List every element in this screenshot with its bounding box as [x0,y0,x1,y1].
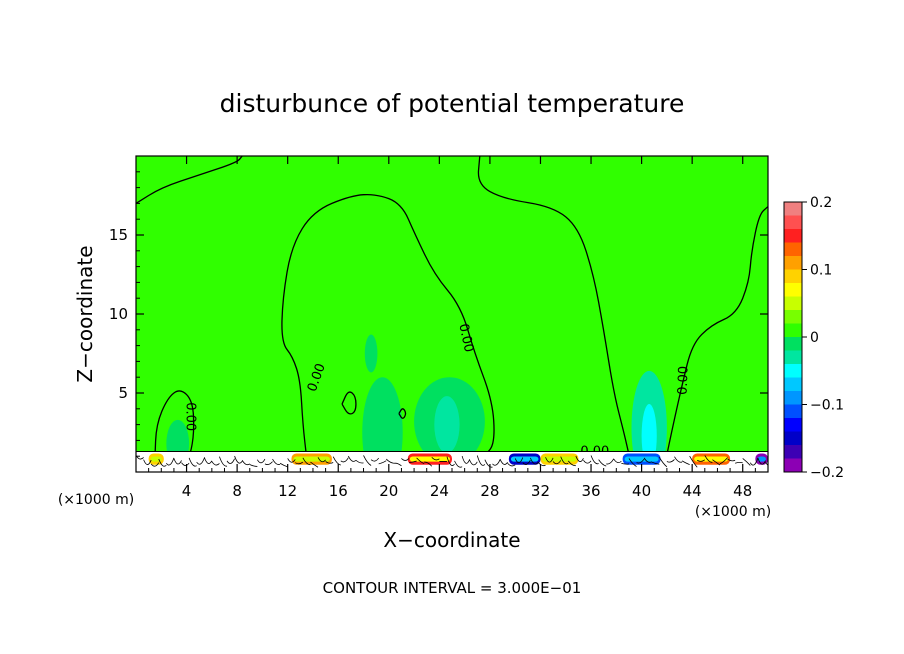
y-tick-label: 10 [109,305,128,323]
x-axis: 4 8 12 16 20 24 28 32 36 40 44 48 [148,156,756,500]
x-tick-label: 32 [531,482,550,500]
anomaly-region [511,372,519,389]
colorbar-segment [784,215,802,230]
x-tick-label: 12 [278,482,297,500]
surface-contours [136,455,768,468]
zero-contour-line [341,391,357,415]
zero-contour-line [154,390,195,459]
colorbar-segment [784,296,802,311]
x-axis-label: X−coordinate [383,528,520,552]
colorbar-tick-label: 0 [810,330,819,346]
zero-contour-line [398,408,407,419]
surface-anomaly-core [409,456,450,462]
x-tick-label: 4 [182,482,192,500]
colorbar-segment [784,391,802,405]
zero-contour-line [136,156,243,204]
colorbar-tick-label: 0.2 [810,195,832,211]
colorbar-tick-label: −0.2 [810,465,844,481]
colorbar-tick-label: −0.1 [810,398,844,414]
x-tick-label: 28 [480,482,499,500]
surface-anomaly-core [757,456,766,462]
colorbar-segment [784,283,802,297]
surface-anomaly-core [542,456,577,462]
x-tick-label: 44 [683,482,702,500]
surface-anomaly-core [694,456,729,462]
colorbar-segment [784,242,802,257]
surface-anomaly-core [624,456,659,462]
x-tick-label: 20 [379,482,398,500]
chart-title: disturbunce of potential temperature [220,89,685,118]
colorbar-segment [784,364,802,378]
colorbar-segment [784,350,802,365]
zero-contour-line [666,206,768,455]
y-tick-label: 5 [118,384,128,402]
contour-label: 0.00 [183,402,198,431]
y-axis: 5 10 15 [109,171,768,457]
y-tick-label: 15 [109,226,128,244]
surface-anomaly-core [293,456,330,462]
anomaly-region [434,396,460,454]
colorbar-segment [784,418,802,432]
x-unit-label-left: (×1000 m) [58,492,134,508]
anomaly-region [364,334,378,373]
contour-label: 0.00 [676,366,692,395]
surface-anomaly-core [150,456,162,462]
colorbar-segment [784,323,802,338]
contour-interval-note: CONTOUR INTERVAL = 3.000E−01 [323,579,582,597]
x-tick-label: 8 [232,482,242,500]
zero-contour-line [281,193,495,458]
colorbar-segment [784,229,802,243]
x-tick-label: 36 [581,482,600,500]
colorbar-segment [784,310,802,324]
contour-layer: 0.000.000.000.000.00 [136,156,768,460]
anomaly-region [307,421,324,454]
x-tick-label: 48 [733,482,752,500]
plot-area: 0.000.000.000.000.00 [135,155,769,473]
zero-contour-line [477,156,630,455]
colorbar-segment [784,458,802,473]
colorbar-segment [784,431,802,446]
contour-label: 0.00 [455,322,476,353]
colorbar-segment [784,337,802,351]
x-tick-label: 40 [632,482,651,500]
surface-layer [136,450,768,472]
colorbar-segment [784,445,802,459]
colorbar-segment [784,256,802,270]
colorbar-segment [784,269,802,284]
colorbar: 0.2 0.1 0 −0.1 −0.2 [783,195,844,481]
x-tick-label: 16 [329,482,348,500]
colorbar-tick-label: 0.1 [810,263,832,279]
x-unit-label-right: (×1000 m) [695,504,771,520]
colorbar-segment [784,377,802,392]
y-axis-label: Z−coordinate [73,245,97,382]
x-tick-label: 24 [430,482,449,500]
colorbar-segment [784,202,802,216]
colorbar-segment [784,404,802,419]
anomaly-region [362,377,403,472]
